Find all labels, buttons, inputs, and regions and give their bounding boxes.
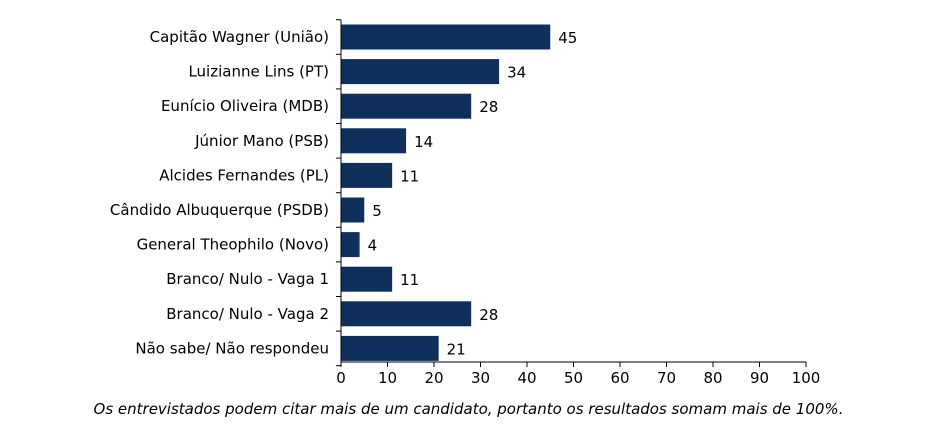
- bars-layer: [341, 24, 551, 361]
- data-label: 28: [479, 98, 498, 116]
- data-label: 11: [400, 167, 419, 185]
- category-labels-layer: Capitão Wagner (União) Luizianne Lins (PT…: [110, 28, 329, 357]
- bar: [341, 197, 365, 223]
- category-label: Luizianne Lins (PT): [188, 63, 329, 81]
- category-label: Eunício Oliveira (MDB): [161, 97, 329, 115]
- x-tick-label: 50: [564, 369, 583, 387]
- data-label: 21: [447, 340, 466, 358]
- category-label: Não sabe/ Não respondeu: [135, 339, 329, 357]
- bar: [341, 93, 472, 119]
- x-tick-label: 40: [517, 369, 536, 387]
- data-label: 14: [414, 133, 433, 151]
- x-tick-label: 60: [610, 369, 629, 387]
- data-label: 45: [558, 29, 577, 47]
- x-tick-label: 30: [471, 369, 490, 387]
- bar: [341, 232, 360, 258]
- x-tick-label: 10: [378, 369, 397, 387]
- footnote: Os entrevistados podem citar mais de um …: [93, 400, 844, 418]
- category-label: Branco/ Nulo - Vaga 1: [166, 270, 329, 288]
- data-label: 28: [479, 306, 498, 324]
- data-label: 34: [507, 64, 526, 82]
- bar: [341, 59, 500, 85]
- x-tick-label: 100: [792, 369, 821, 387]
- value-labels-layer: 45 34 28 14 11 5 4 11 28 21: [368, 29, 578, 358]
- bar: [341, 128, 407, 154]
- bar: [341, 335, 439, 361]
- category-label: Capitão Wagner (União): [150, 28, 329, 46]
- category-label: Júnior Mano (PSB): [194, 132, 329, 150]
- category-label: General Theophilo (Novo): [137, 236, 329, 254]
- bar: [341, 266, 393, 292]
- horizontal-bar-chart: Capitão Wagner (União) Luizianne Lins (PT…: [110, 19, 821, 387]
- data-label: 4: [368, 237, 378, 255]
- x-axis: 0 10 20 30 40 50 60 70 80 90 100: [336, 19, 821, 387]
- x-tick-label: 70: [657, 369, 676, 387]
- x-tick-label: 0: [336, 369, 346, 387]
- x-tick-label: 90: [750, 369, 769, 387]
- x-tick-label: 20: [424, 369, 443, 387]
- category-label: Alcides Fernandes (PL): [159, 166, 329, 184]
- x-tick-label: 80: [703, 369, 722, 387]
- data-label: 5: [372, 202, 382, 220]
- data-label: 11: [400, 271, 419, 289]
- category-label: Branco/ Nulo - Vaga 2: [166, 305, 329, 323]
- bar: [341, 301, 472, 327]
- bar: [341, 162, 393, 188]
- bar: [341, 24, 551, 50]
- category-label: Cândido Albuquerque (PSDB): [110, 201, 329, 219]
